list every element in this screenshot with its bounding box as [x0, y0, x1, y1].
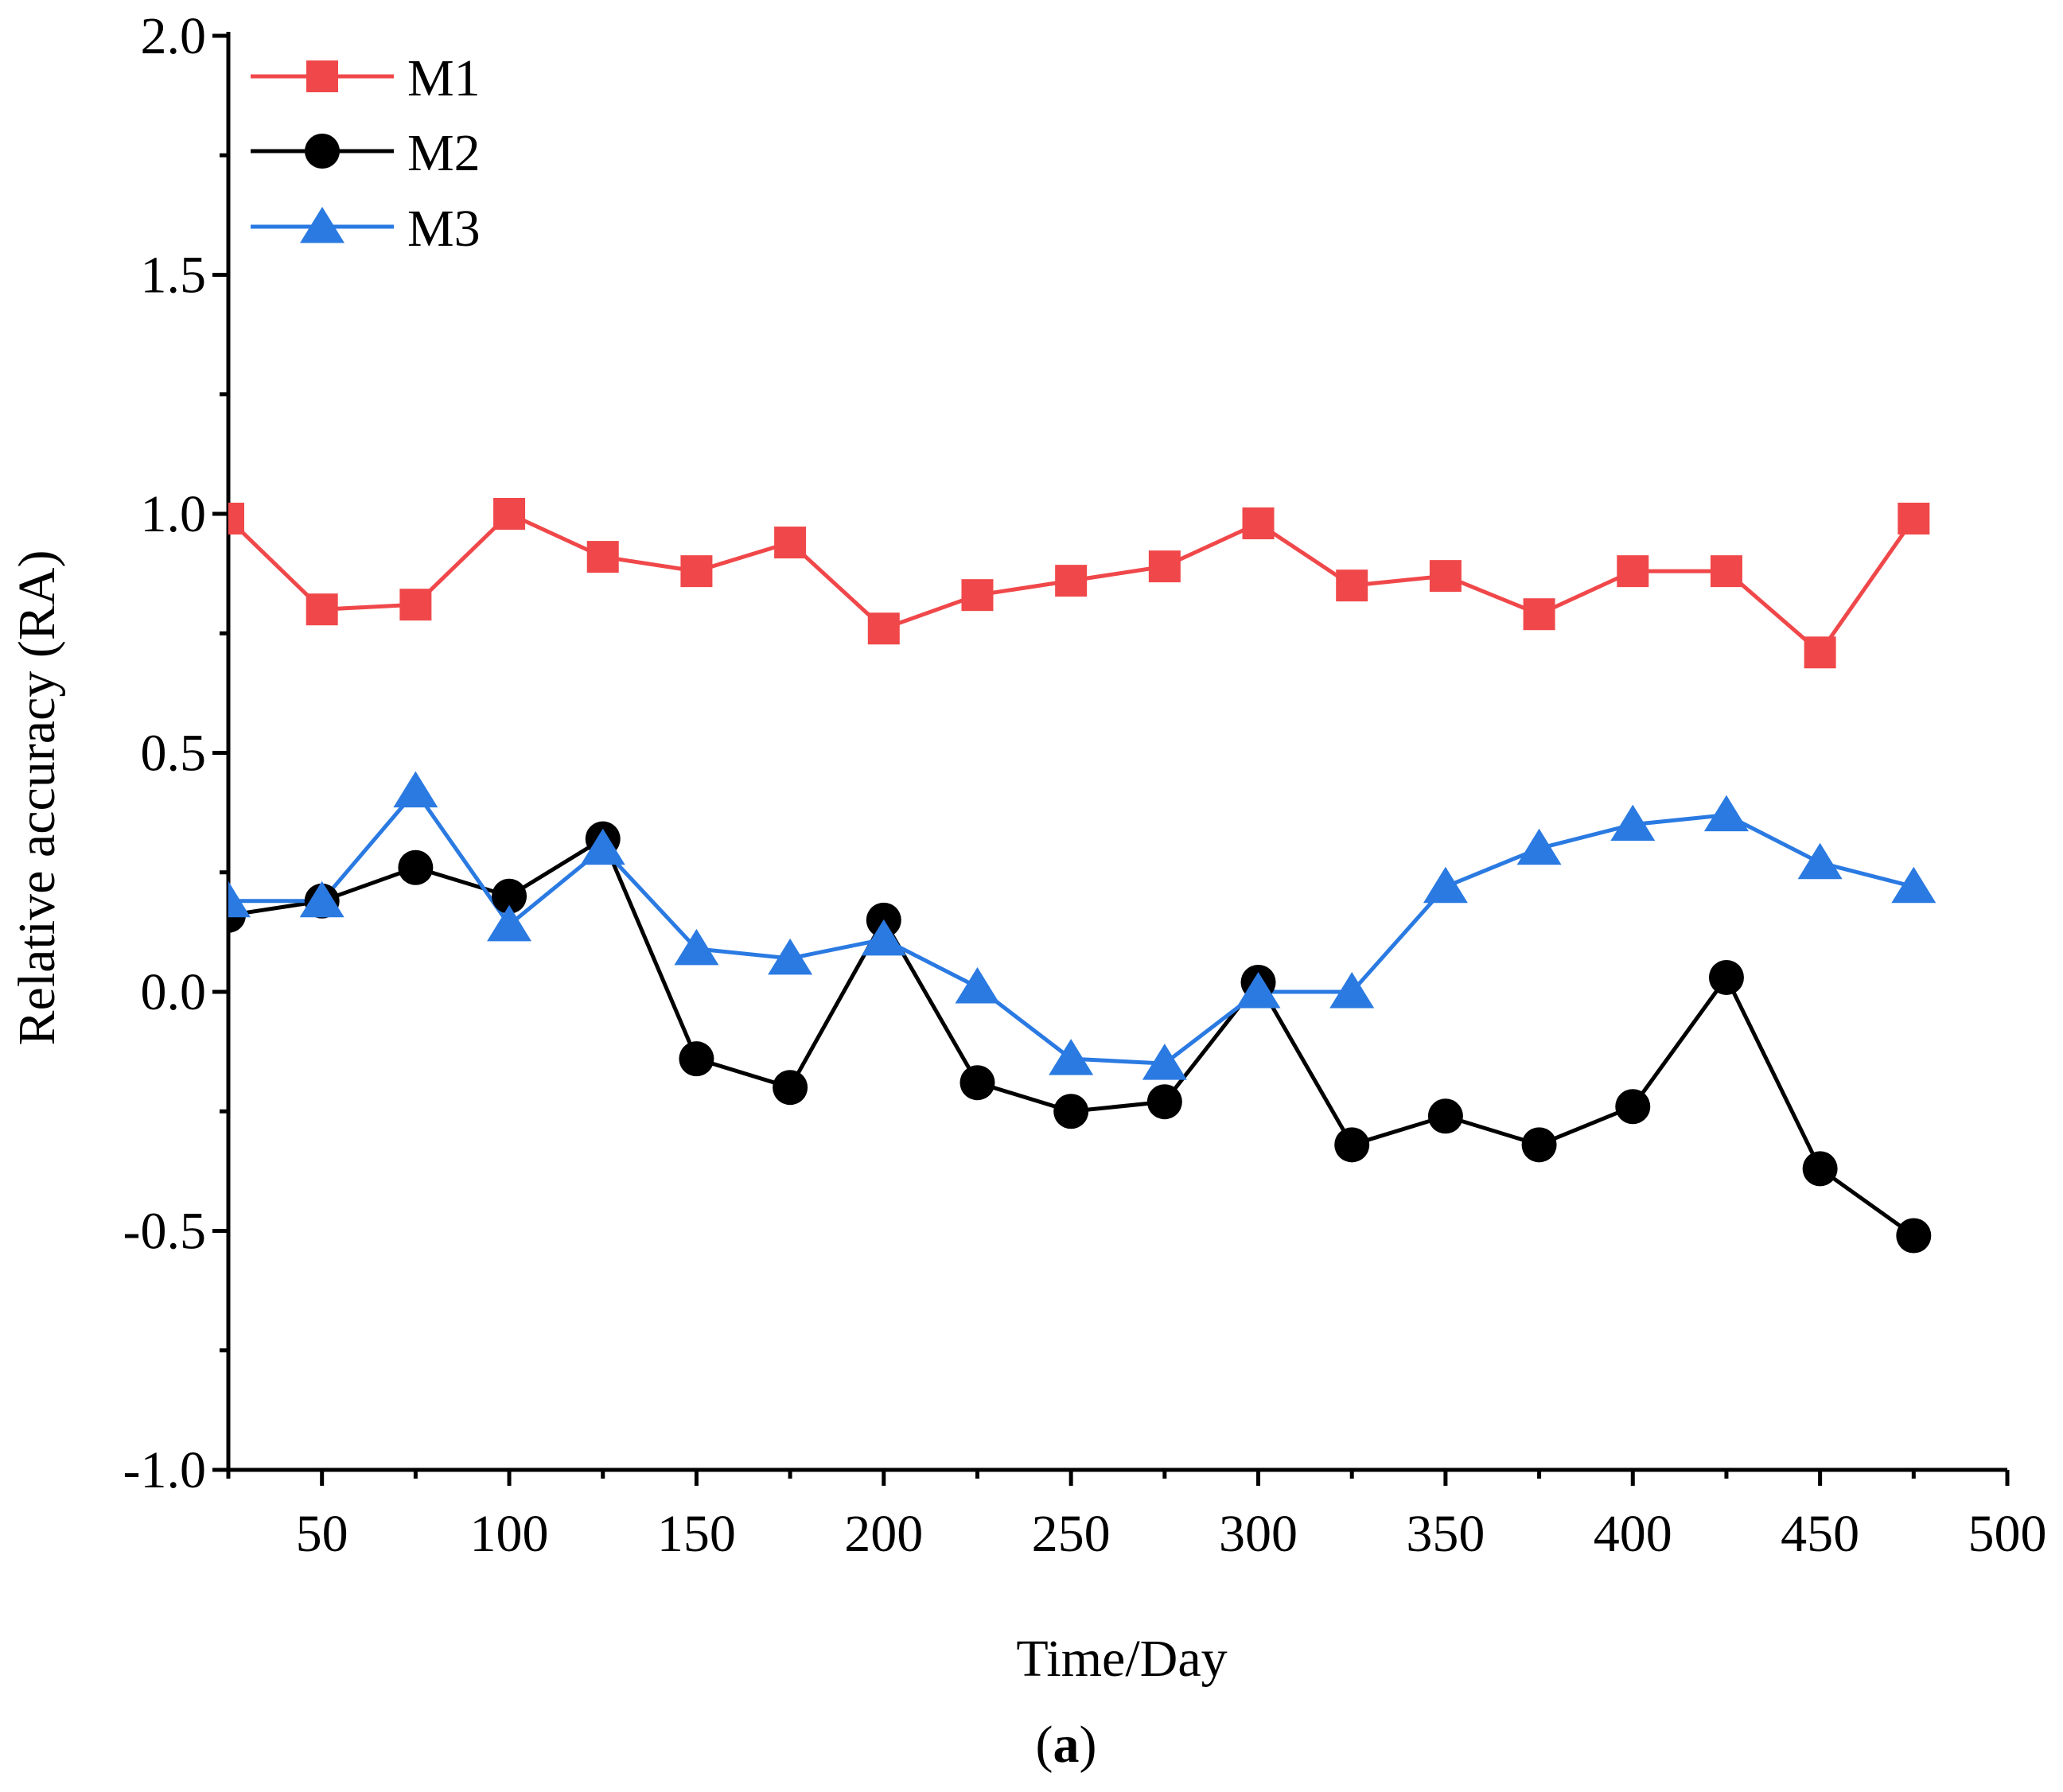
- x-tick-label: 500: [1968, 1505, 2047, 1563]
- x-tick-label: 100: [470, 1505, 549, 1563]
- x-tick-label: 200: [844, 1505, 923, 1563]
- m1-data-point: [399, 589, 432, 621]
- m2-data-point: [959, 1065, 995, 1101]
- m1-data-point: [586, 541, 619, 573]
- m2-data-point: [492, 878, 527, 914]
- minor-ticks: [220, 153, 1916, 1479]
- m3-data-point: [1049, 1039, 1094, 1075]
- tick-labels: -1.0 -0.5 0.0 0.5 1.0 1.5 2.0 50 100 150 200 250 300…: [123, 7, 2047, 1563]
- m3-data-point: [674, 928, 719, 966]
- x-tick-label: 350: [1406, 1505, 1485, 1563]
- caption-open-paren: (: [1036, 1716, 1053, 1774]
- caption-close-paren: ): [1080, 1716, 1097, 1774]
- m1-data-point: [1148, 550, 1181, 583]
- m2-data-point: [1427, 1098, 1463, 1134]
- m2-data-point: [1615, 1089, 1651, 1125]
- m2-data-point: [1708, 959, 1744, 995]
- m3-data-point: [393, 771, 438, 808]
- x-axis-title: Time/Day: [1016, 1630, 1227, 1688]
- m3-data-point: [299, 880, 344, 918]
- m2-series-line: [228, 837, 1915, 1238]
- m3-data-point: [861, 919, 906, 956]
- caption-letter: a: [1053, 1716, 1080, 1774]
- legend-m3-label: M3: [407, 200, 481, 258]
- legend-m2-marker: [305, 134, 340, 169]
- m2-data-point: [1802, 1151, 1838, 1187]
- m2-data-point: [1146, 1084, 1182, 1120]
- y-tick-label: 0.5: [141, 725, 207, 783]
- m1-data-point: [306, 593, 338, 626]
- m2-data-point: [1896, 1218, 1932, 1254]
- m1-data-point: [1898, 503, 1930, 535]
- y-tick-label: 2.0: [141, 7, 207, 65]
- m1-data-point: [1617, 555, 1649, 588]
- m2-data-point: [398, 849, 434, 885]
- m3-data-point: [768, 938, 813, 975]
- m1-data-point: [1710, 555, 1742, 588]
- y-tick-label: 1.0: [141, 485, 207, 543]
- legend-m1-label: M1: [407, 49, 481, 107]
- m1-data-point: [1242, 507, 1275, 540]
- axes: [212, 32, 2010, 1486]
- m3-series-line: [228, 789, 1914, 1066]
- y-axis-title: Relative accuracy (RA): [8, 550, 66, 1045]
- m3-data-point: [1797, 842, 1843, 880]
- y-tick-label: -0.5: [123, 1203, 206, 1261]
- m2-data-point: [773, 1070, 808, 1106]
- m3-data-point: [1142, 1044, 1187, 1080]
- x-tick-label: 300: [1219, 1505, 1298, 1563]
- legend-m3-marker: [300, 207, 344, 243]
- x-tick-label: 150: [657, 1505, 736, 1563]
- m1-data-point: [493, 498, 526, 530]
- m2-data-point: [1053, 1094, 1089, 1129]
- m3-data-point: [1236, 972, 1281, 1009]
- m1-data-point: [1804, 636, 1836, 669]
- m3-data-point: [1891, 866, 1936, 904]
- m1-data-point: [961, 579, 994, 612]
- y-tick-label: 0.0: [141, 963, 207, 1021]
- x-tick-label: 250: [1032, 1505, 1111, 1563]
- m1-data-point: [1523, 598, 1555, 631]
- m3-data-point: [1329, 972, 1375, 1009]
- legend: M1 M2 M3: [251, 49, 481, 258]
- m3-data-point: [228, 880, 251, 918]
- x-tick-label: 400: [1594, 1505, 1672, 1563]
- series-markers: [228, 498, 1936, 1254]
- m3-data-point: [1516, 828, 1562, 865]
- y-tick-label: -1.0: [123, 1441, 206, 1499]
- m2-data-point: [1334, 1127, 1370, 1163]
- legend-m2-label: M2: [407, 124, 481, 182]
- figure-caption: (a): [1036, 1716, 1097, 1774]
- m1-data-point: [680, 555, 713, 588]
- m1-data-point: [1336, 569, 1368, 602]
- m1-data-point: [774, 527, 807, 559]
- m3-data-point: [487, 904, 532, 942]
- m2-data-point: [1521, 1127, 1557, 1163]
- x-tick-label: 450: [1781, 1505, 1859, 1563]
- y-tick-label: 1.5: [141, 247, 207, 305]
- m3-data-point: [580, 828, 625, 865]
- m3-data-point: [955, 966, 1000, 1004]
- m3-data-point: [1610, 804, 1656, 842]
- x-tick-label: 50: [296, 1505, 348, 1563]
- m2-data-point: [679, 1041, 714, 1077]
- legend-m1-marker: [306, 60, 338, 92]
- m3-data-point: [1703, 795, 1749, 832]
- m3-data-point: [1423, 866, 1468, 904]
- m1-data-point: [228, 503, 244, 535]
- m1-data-point: [1429, 560, 1462, 593]
- m1-data-point: [867, 612, 900, 645]
- m1-data-point: [1055, 565, 1088, 597]
